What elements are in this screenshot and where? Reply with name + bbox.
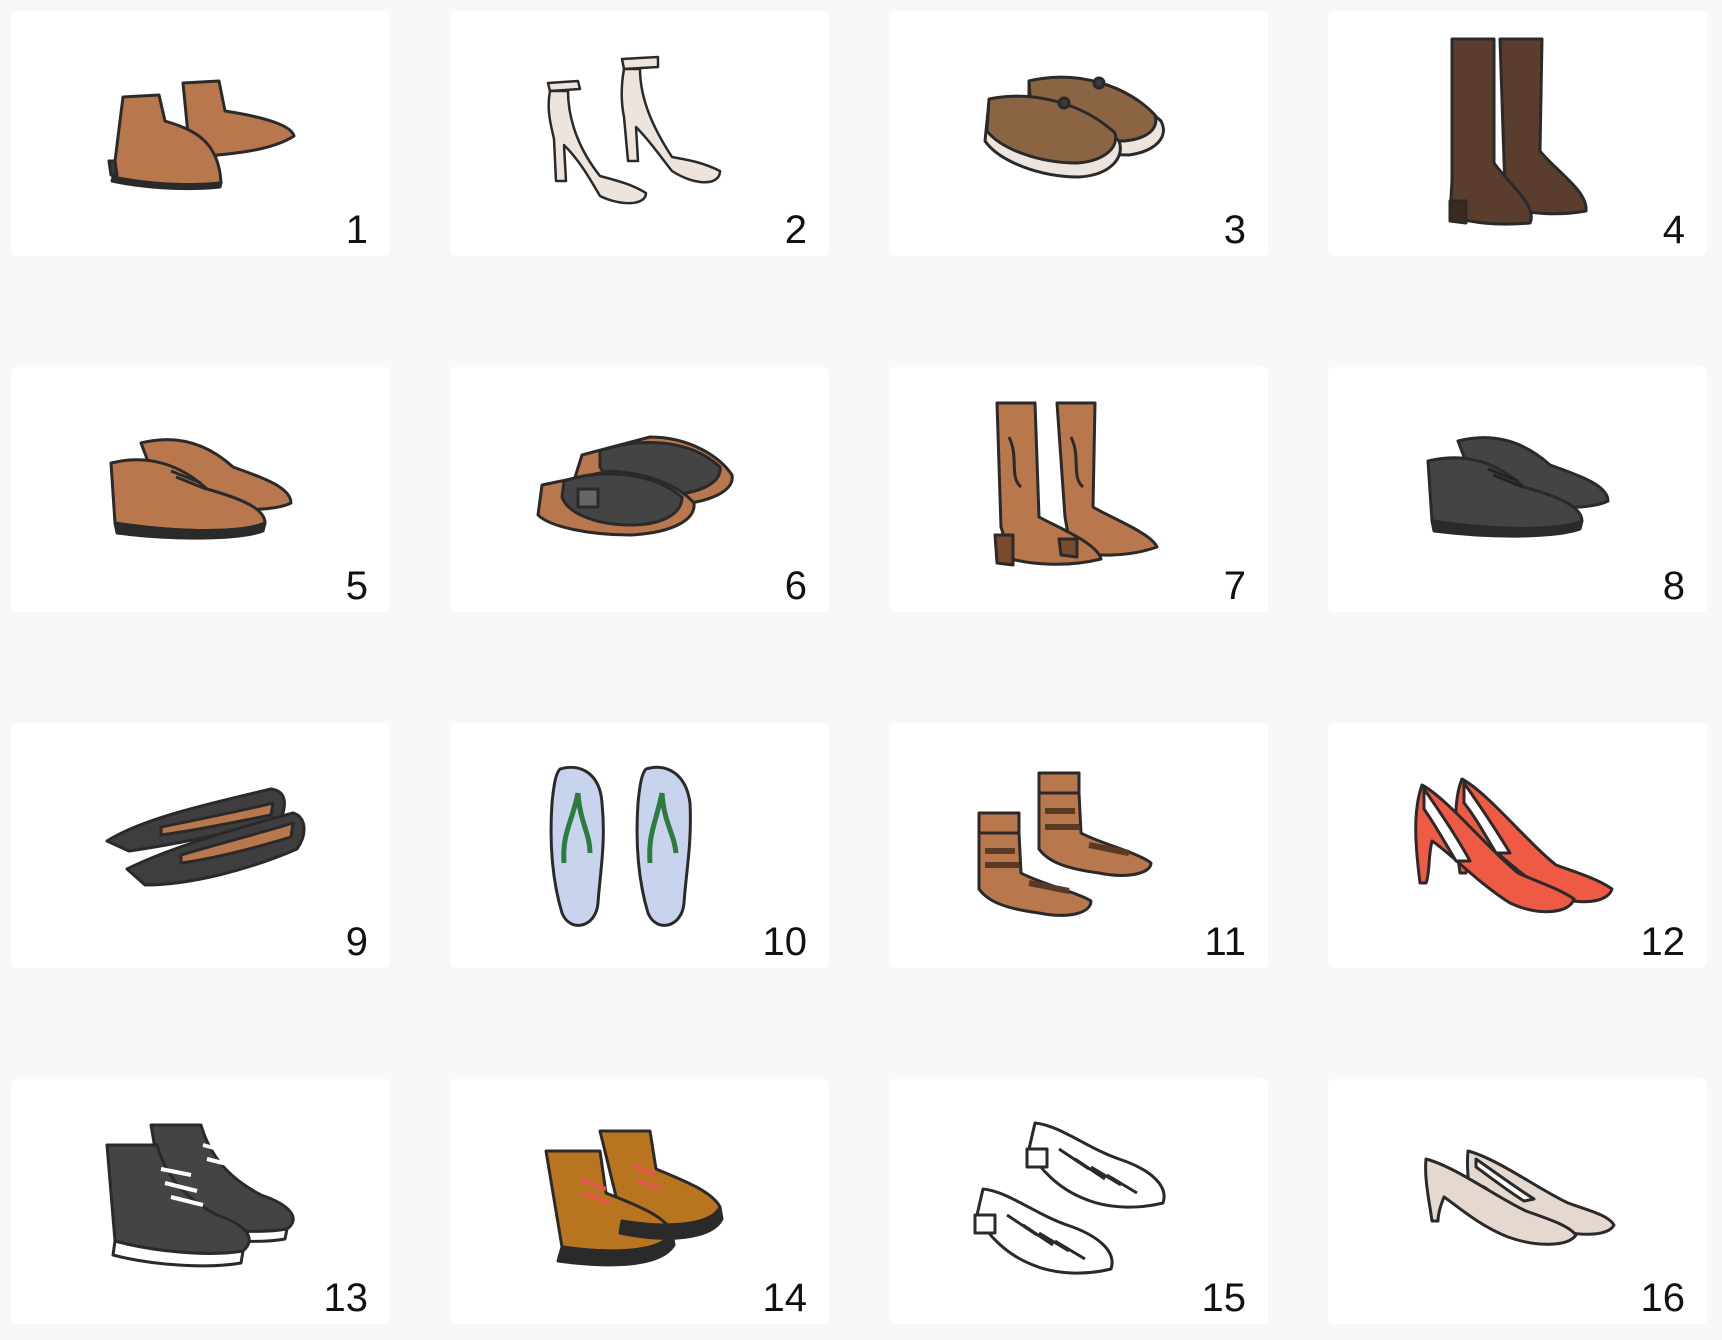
item-number: 8 — [1662, 564, 1685, 608]
shoe-card-12[interactable]: 12 — [1328, 723, 1707, 968]
tall-boots-icon — [1448, 37, 1588, 226]
oxford-shoes-icon — [1426, 436, 1610, 538]
gladiator-sandals-icon — [977, 771, 1153, 917]
shoe-card-10[interactable]: 10 — [450, 723, 829, 968]
shoe-card-8[interactable]: 8 — [1328, 367, 1707, 612]
shoe-card-11[interactable]: 11 — [889, 723, 1268, 968]
item-number: 5 — [345, 564, 368, 608]
shoe-card-13[interactable]: 13 — [11, 1079, 390, 1324]
item-number: 7 — [1223, 564, 1246, 608]
shoe-card-9[interactable]: 9 — [11, 723, 390, 968]
red-pumps-icon — [1414, 777, 1614, 914]
clogs-icon — [536, 435, 734, 537]
item-number: 14 — [762, 1276, 808, 1320]
high-top-sneakers-icon — [105, 1123, 295, 1268]
shoe-card-1[interactable]: 1 — [11, 11, 390, 256]
item-number: 2 — [784, 208, 807, 252]
strappy-heels-icon — [546, 55, 722, 205]
hiking-boots-icon — [544, 1129, 724, 1267]
shoe-card-14[interactable]: 14 — [450, 1079, 829, 1324]
item-number: 9 — [345, 920, 368, 964]
item-number: 10 — [762, 920, 808, 964]
ballet-flats-icon — [105, 787, 306, 887]
shoe-card-2[interactable]: 2 — [450, 11, 829, 256]
flip-flops-icon — [549, 765, 692, 927]
shoe-card-3[interactable]: 3 — [889, 11, 1268, 256]
item-number: 4 — [1662, 208, 1685, 252]
cowboy-boots-icon — [993, 401, 1159, 567]
brogues-icon — [109, 438, 293, 540]
boat-shoes-icon — [983, 75, 1165, 179]
item-number: 12 — [1640, 920, 1686, 964]
kitten-heels-icon — [1424, 1149, 1616, 1246]
fisherman-sandals-icon — [973, 1121, 1166, 1275]
shoe-card-16[interactable]: 16 — [1328, 1079, 1707, 1324]
shoe-card-4[interactable]: 4 — [1328, 11, 1707, 256]
ankle-boots-icon — [107, 79, 296, 191]
item-number: 16 — [1640, 1276, 1686, 1320]
shoe-card-7[interactable]: 7 — [889, 367, 1268, 612]
item-number: 6 — [784, 564, 807, 608]
item-number: 3 — [1223, 208, 1246, 252]
item-number: 13 — [323, 1276, 369, 1320]
shoe-card-6[interactable]: 6 — [450, 367, 829, 612]
shoe-card-5[interactable]: 5 — [11, 367, 390, 612]
item-number: 15 — [1201, 1276, 1247, 1320]
item-number: 1 — [345, 208, 368, 252]
item-number: 11 — [1204, 920, 1246, 964]
shoe-card-15[interactable]: 15 — [889, 1079, 1268, 1324]
